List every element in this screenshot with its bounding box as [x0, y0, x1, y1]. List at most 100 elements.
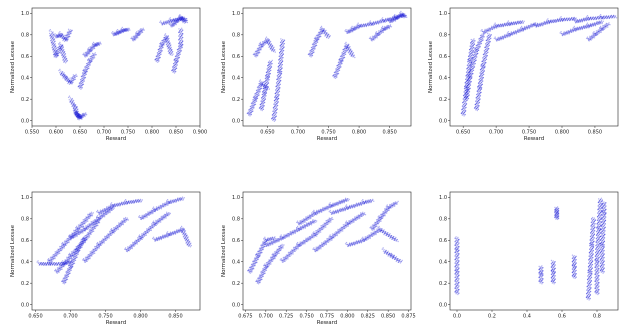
data-point — [176, 64, 178, 66]
data-point — [88, 60, 91, 62]
data-point — [468, 78, 470, 80]
data-point — [64, 53, 66, 55]
data-point — [51, 32, 53, 34]
data-point — [94, 44, 96, 46]
data-point — [112, 31, 114, 33]
data-point — [481, 60, 484, 62]
y-tick-label: 0.4 — [21, 75, 29, 81]
data-point — [328, 36, 331, 38]
data-point — [178, 20, 180, 22]
data-point — [68, 81, 70, 83]
data-point — [157, 54, 159, 56]
data-point — [388, 18, 390, 20]
data-point — [76, 105, 78, 108]
data-point — [59, 41, 61, 44]
data-point — [465, 106, 467, 109]
data-point — [273, 118, 275, 120]
data-point — [62, 46, 64, 49]
data-point — [68, 34, 70, 36]
data-point — [524, 28, 526, 31]
data-point — [54, 33, 56, 35]
data-point — [85, 68, 87, 70]
data-point — [349, 46, 351, 48]
data-point — [116, 33, 118, 35]
data-point — [57, 35, 60, 37]
data-point — [82, 81, 84, 84]
data-point — [180, 39, 182, 41]
data-point — [500, 25, 502, 28]
data-point — [56, 50, 58, 52]
data-point — [88, 52, 90, 55]
data-point — [69, 80, 71, 82]
data-point — [375, 31, 378, 33]
data-point — [278, 75, 280, 78]
data-point — [50, 39, 52, 42]
data-point — [79, 117, 81, 119]
data-point — [587, 17, 589, 19]
data-point — [601, 21, 604, 24]
data-point — [461, 105, 464, 107]
data-point — [471, 40, 473, 43]
data-point — [75, 110, 77, 113]
data-point — [314, 36, 317, 38]
data-point — [155, 58, 157, 61]
data-point — [362, 24, 364, 26]
data-point — [318, 37, 320, 39]
data-point — [175, 57, 177, 59]
data-point — [72, 105, 75, 107]
data-point — [52, 45, 54, 48]
data-point — [181, 46, 183, 49]
data-point — [470, 70, 472, 72]
data-point — [472, 67, 474, 69]
data-point — [485, 43, 487, 45]
data-point — [478, 84, 481, 86]
data-point — [51, 47, 53, 49]
data-point — [69, 80, 71, 82]
data-point — [475, 54, 478, 56]
data-point — [82, 72, 84, 74]
data-point — [336, 70, 338, 72]
data-point — [472, 69, 475, 72]
data-point — [70, 101, 72, 103]
data-point — [262, 97, 265, 100]
data-point — [65, 57, 68, 60]
data-point — [160, 44, 163, 47]
data-point — [77, 111, 79, 113]
data-point — [473, 43, 476, 45]
data-point — [180, 35, 182, 38]
data-point — [182, 21, 184, 24]
data-point — [52, 51, 55, 53]
data-point — [90, 55, 92, 58]
data-point — [65, 38, 67, 40]
data-point — [506, 35, 509, 37]
data-point — [69, 32, 71, 34]
data-point — [61, 34, 63, 37]
data-point — [267, 80, 269, 82]
data-point — [606, 17, 608, 19]
data-point — [470, 44, 473, 46]
data-point — [475, 59, 477, 61]
data-point — [85, 67, 88, 69]
data-point — [265, 74, 267, 77]
data-point — [501, 23, 503, 25]
x-tick-label: 0.850 — [382, 130, 396, 136]
data-point — [67, 38, 69, 41]
data-point — [93, 47, 95, 49]
data-point — [579, 28, 581, 30]
data-point — [70, 31, 72, 33]
data-point — [79, 114, 81, 116]
data-point — [472, 58, 474, 60]
data-point — [65, 36, 68, 38]
data-point — [72, 107, 75, 110]
data-point — [311, 48, 314, 51]
data-point — [487, 45, 489, 48]
data-point — [64, 57, 66, 59]
data-point — [520, 25, 523, 28]
data-point — [53, 53, 55, 55]
data-point — [79, 116, 81, 118]
data-point — [87, 52, 89, 54]
data-point — [53, 56, 55, 58]
data-point — [281, 58, 283, 60]
data-point — [181, 41, 183, 44]
data-point — [53, 50, 55, 52]
